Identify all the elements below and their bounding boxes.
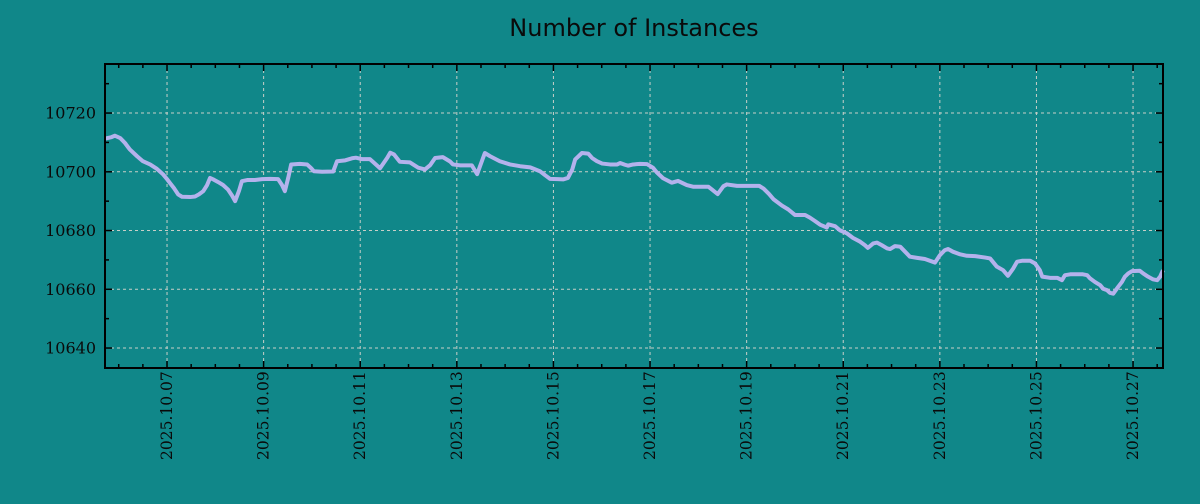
y-tick-label: 10720: [45, 104, 96, 123]
x-tick-label: 2025.10.11: [351, 371, 369, 460]
tick-marks: [105, 64, 1163, 368]
x-tick-label: 2025.10.17: [641, 371, 659, 460]
plot-border: [104, 63, 1164, 369]
gridlines: [105, 64, 1163, 368]
y-tick-label: 10680: [45, 221, 96, 240]
x-tick-label: 2025.10.25: [1027, 371, 1045, 460]
y-tick-label: 10700: [45, 162, 96, 181]
y-axis-labels: 10640 10660 10680 10700 10720: [45, 104, 96, 358]
x-tick-label: 2025.10.23: [931, 371, 949, 460]
x-tick-label: 2025.10.15: [544, 371, 562, 460]
x-tick-label: 2025.10.19: [738, 371, 756, 460]
x-tick-label: 2025.10.07: [158, 371, 176, 460]
x-tick-label: 2025.10.27: [1124, 371, 1142, 460]
x-tick-label: 2025.10.21: [834, 371, 852, 460]
y-tick-label: 10660: [45, 280, 96, 299]
data-line-instances: [104, 133, 1165, 296]
chart-title: Number of Instances: [509, 14, 759, 42]
x-axis-labels: 2025.10.07 2025.10.09 2025.10.11 2025.10.13…: [158, 371, 1142, 460]
y-tick-label: 10640: [45, 339, 96, 358]
x-tick-label: 2025.10.13: [448, 371, 466, 460]
x-tick-label: 2025.10.09: [255, 371, 273, 460]
